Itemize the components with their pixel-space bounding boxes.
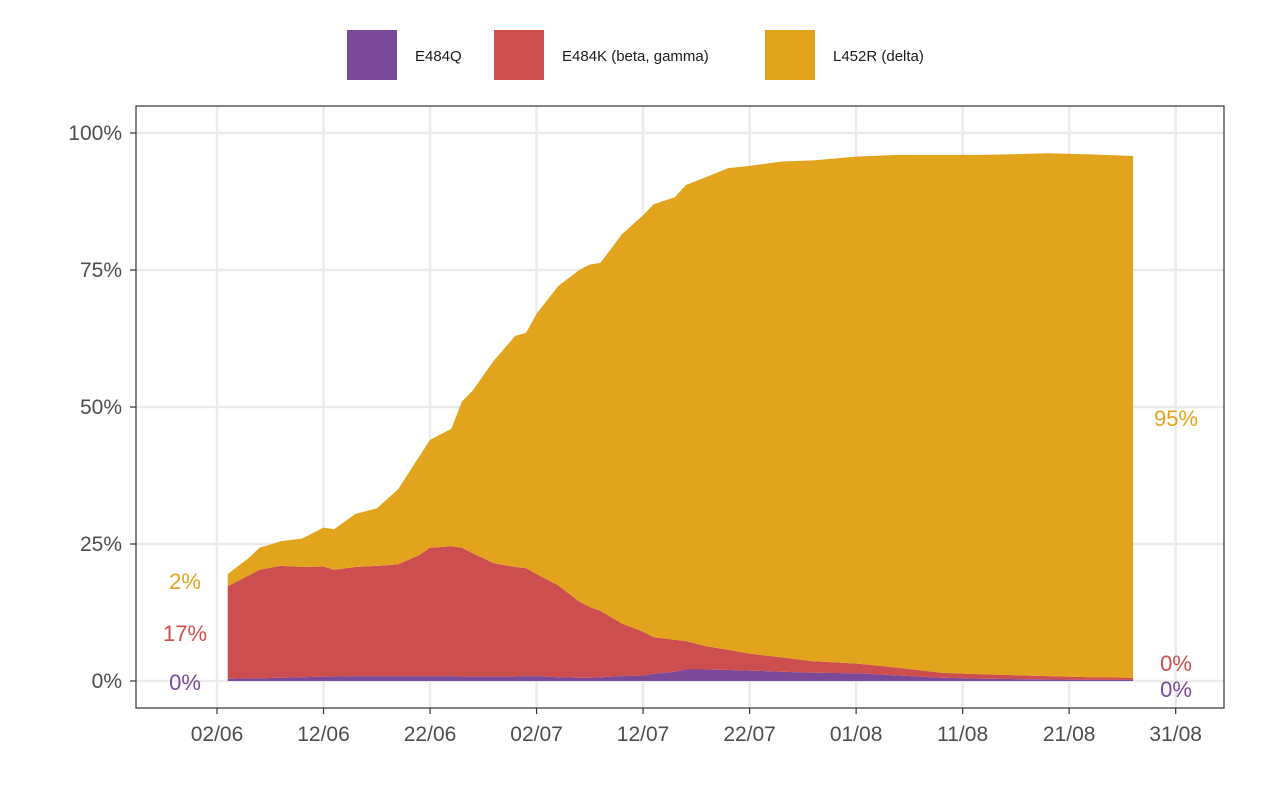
end-label: 0% xyxy=(1160,677,1192,702)
area-e484q xyxy=(227,669,1134,681)
x-tick-label: 11/08 xyxy=(937,723,988,746)
start-label: 0% xyxy=(169,670,201,695)
y-tick-label: 50% xyxy=(80,396,122,419)
value-labels: 0%17%2%0%0%95% xyxy=(163,406,1198,702)
x-tick-label: 02/06 xyxy=(191,723,244,746)
x-tick-label: 22/06 xyxy=(404,723,457,746)
areas xyxy=(227,153,1134,681)
x-tick-label: 22/07 xyxy=(723,723,776,746)
y-tick-label: 75% xyxy=(80,259,122,282)
start-label: 2% xyxy=(169,569,201,594)
y-tick-label: 0% xyxy=(92,670,122,693)
legend: E484Q E484K (beta, gamma) L452R (delta) xyxy=(347,30,924,80)
legend-swatch xyxy=(765,30,815,80)
start-label: 17% xyxy=(163,621,207,646)
end-label: 95% xyxy=(1154,406,1198,431)
y-axis: 0% 25% 50% 75% 100% xyxy=(68,122,136,693)
legend-label: E484Q xyxy=(415,48,462,65)
legend-label: L452R (delta) xyxy=(833,48,924,65)
legend-swatch xyxy=(494,30,544,80)
area-e484k xyxy=(227,546,1134,680)
area-l452r xyxy=(227,153,1134,678)
x-tick-label: 02/07 xyxy=(510,723,563,746)
x-axis: 02/06 12/06 22/06 02/07 12/07 22/07 01/08 11/08… xyxy=(191,708,1202,746)
x-tick-label: 21/08 xyxy=(1043,723,1096,746)
x-tick-label: 12/06 xyxy=(297,723,350,746)
end-label: 0% xyxy=(1160,651,1192,676)
x-tick-label: 01/08 xyxy=(830,723,883,746)
legend-label: E484K (beta, gamma) xyxy=(562,48,709,65)
y-tick-label: 100% xyxy=(68,122,122,145)
x-tick-label: 31/08 xyxy=(1149,723,1202,746)
y-tick-label: 25% xyxy=(80,533,122,556)
legend-swatch xyxy=(347,30,397,80)
x-tick-label: 12/07 xyxy=(617,723,670,746)
